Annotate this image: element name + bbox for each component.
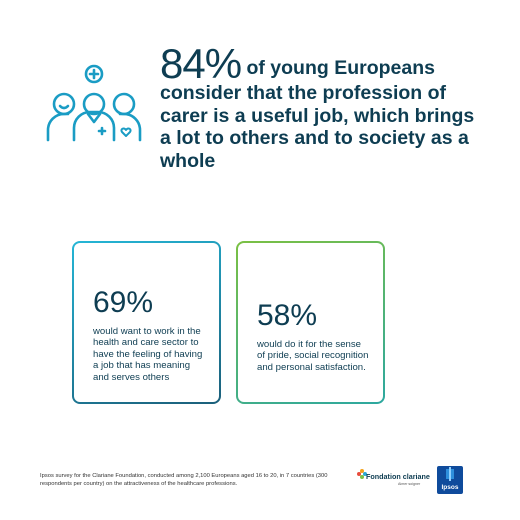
stat-percent: 58% <box>257 299 318 332</box>
carers-group-icon <box>46 64 142 142</box>
stat-card-58: 58% would do it for the sense of pride, … <box>236 241 385 404</box>
stat-description: would do it for the sense of pride, soci… <box>257 339 369 373</box>
clariane-tagline: Aimer soigner <box>398 482 421 486</box>
headline-text: of young Europeans consider that the pro… <box>160 57 475 172</box>
stat-percent: 69% <box>93 286 154 319</box>
clariane-name: Fondation clariane <box>366 472 430 481</box>
headline-percent: 84% <box>160 40 242 87</box>
clariane-flower-icon <box>357 469 367 479</box>
ipsos-mark-icon <box>446 467 454 481</box>
ipsos-logo: Ipsos <box>437 466 463 494</box>
stat-description: would want to work in the health and car… <box>93 326 203 383</box>
stat-card-69: 69% would want to work in the health and… <box>72 241 221 404</box>
survey-footnote: Ipsos survey for the Clariane Foundation… <box>40 473 328 487</box>
clariane-logo: Fondation clariane Aimer soigner <box>356 468 430 490</box>
headline: 84% of young Europeans consider that the… <box>160 43 490 172</box>
ipsos-name: Ipsos <box>441 484 459 491</box>
